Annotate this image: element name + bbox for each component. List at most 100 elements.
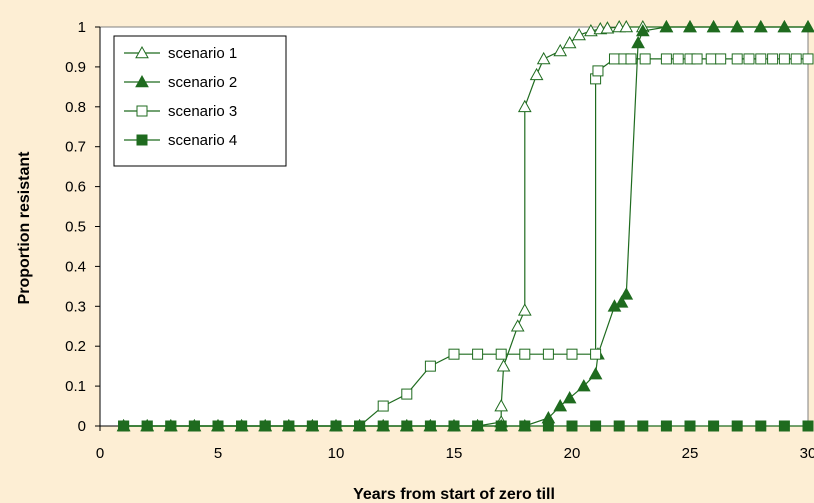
y-tick-label: 0.5 (65, 219, 86, 236)
series-3-point (625, 53, 637, 65)
y-tick-label: 0.4 (65, 258, 86, 275)
series-4-point (306, 420, 318, 432)
series-2-point (588, 367, 603, 380)
y-tick-label: 0.7 (65, 139, 86, 156)
series-3-point (590, 348, 602, 360)
legend-marker (136, 105, 148, 117)
series-4-point (802, 420, 814, 432)
series-4-point (448, 420, 460, 432)
series-4-point (330, 420, 342, 432)
legend-marker (136, 134, 148, 146)
series-3-point (802, 53, 814, 65)
y-tick-label: 0.2 (65, 338, 86, 355)
series-4-point (778, 420, 790, 432)
legend-marker (135, 45, 149, 59)
y-axis-title: Proportion resistant (16, 151, 33, 305)
series-4-point (377, 420, 389, 432)
series-4-point (566, 420, 578, 432)
series-3-point (401, 388, 413, 400)
series-group (116, 19, 814, 432)
series-3-point (767, 53, 779, 65)
series-2-point (683, 19, 697, 33)
series-2-point (801, 19, 814, 33)
series-4-point (495, 420, 507, 432)
y-tick-label: 0.9 (65, 59, 86, 76)
x-tick-label: 0 (96, 445, 104, 462)
series-4 (118, 420, 814, 432)
series-1-point (517, 303, 532, 316)
series-1-point (584, 23, 598, 37)
series-2-point (753, 19, 768, 33)
series-4-point (212, 420, 224, 432)
series-4-point (519, 420, 531, 432)
series-3-point (790, 53, 802, 65)
series-3-point (743, 53, 755, 65)
series-3-point (672, 53, 684, 65)
series-3-point (472, 348, 484, 360)
series-2-point (730, 19, 745, 33)
series-2-point (777, 19, 792, 33)
series-4-point (118, 420, 130, 432)
legend-item-4: scenario 4 (124, 132, 237, 149)
y-tick-label: 0.6 (65, 179, 86, 196)
series-4-point (684, 420, 696, 432)
series-2-point (576, 379, 591, 392)
series-1-point (494, 399, 509, 412)
series-4-point (755, 420, 767, 432)
legend-item-3: scenario 3 (124, 103, 237, 120)
series-4-point (731, 420, 743, 432)
series-3-point (715, 53, 727, 65)
series-4-point (354, 420, 366, 432)
y-tick-label: 0 (78, 418, 86, 435)
series-4-point (165, 420, 177, 432)
series-2-point (553, 399, 568, 412)
axes: 00.10.20.30.40.50.60.70.80.910 5 10 15 20 25 3… (65, 19, 814, 462)
series-4-point (613, 420, 625, 432)
series-4-point (708, 420, 720, 432)
series-3-point (755, 53, 767, 65)
series-2-point (614, 295, 629, 308)
series-4-point (141, 420, 153, 432)
series-4-point (188, 420, 200, 432)
series-4-point (259, 420, 271, 432)
series-4-point (401, 420, 413, 432)
x-axis-title: Years from start of zero till (353, 486, 555, 503)
series-1-point (562, 35, 577, 49)
legend-label: scenario 1 (168, 45, 237, 62)
legend: scenario 1 scenario 2 scenario 3 scenario 4 (113, 35, 287, 167)
series-2-point (562, 391, 577, 404)
series-4-point (472, 420, 484, 432)
x-tick-label: 30 (800, 445, 814, 462)
series-3-point (731, 53, 743, 65)
x-tick-label: 10 (328, 445, 345, 462)
series-1-point (496, 359, 511, 372)
series-3-point (639, 53, 651, 65)
series-3-point (592, 65, 604, 77)
series-1-point (529, 67, 544, 81)
x-tick-label: 25 (682, 445, 699, 462)
series-1-point (536, 51, 551, 65)
series-2-point (635, 23, 650, 37)
legend-label: scenario 4 (168, 132, 237, 149)
series-4-point (542, 420, 554, 432)
series-1-point (619, 19, 634, 33)
legend-marker (135, 74, 149, 88)
series-3-point (519, 348, 531, 360)
series-3-point (448, 348, 460, 360)
series-4-point (590, 420, 602, 432)
series-3-point (691, 53, 703, 65)
series-4-point (236, 420, 248, 432)
series-3-point (424, 360, 436, 372)
series-3-point (495, 348, 507, 360)
series-2-point (619, 287, 634, 300)
series-3-point (542, 348, 554, 360)
series-4-point (283, 420, 295, 432)
x-tick-label: 5 (214, 445, 222, 462)
y-tick-label: 0.8 (65, 99, 86, 116)
series-3-point (566, 348, 578, 360)
legend-label: scenario 2 (168, 74, 237, 91)
series-3-point (377, 400, 389, 412)
legend-label: scenario 3 (168, 103, 237, 120)
